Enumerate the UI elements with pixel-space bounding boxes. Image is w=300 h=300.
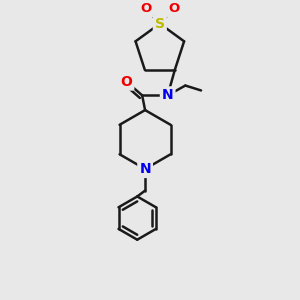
Text: S: S [155,17,165,31]
Text: O: O [168,2,179,15]
Text: O: O [140,2,152,15]
Text: O: O [121,75,132,88]
Text: N: N [162,88,173,102]
Text: N: N [139,162,151,176]
